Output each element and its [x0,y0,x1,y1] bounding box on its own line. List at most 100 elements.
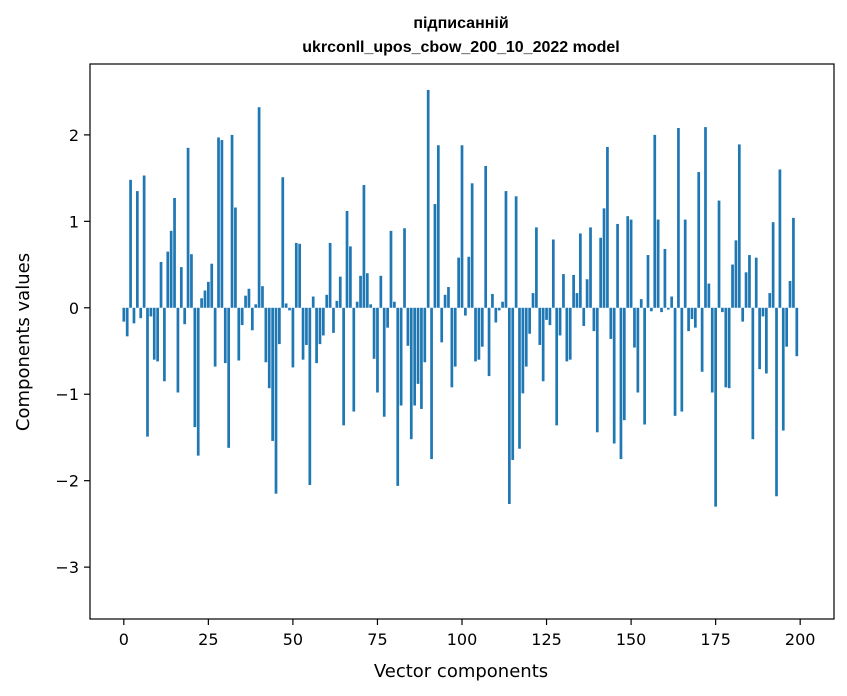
bar [639,299,643,308]
bar [294,242,298,308]
bar [271,307,274,441]
bar [606,146,609,308]
axes-group: 0 25 50 75 100 125 150 175 200 −3 −2 −1 0 1 2 [55,63,835,649]
x-tick-label: 100 [447,630,478,649]
bar [166,251,170,308]
y-axis-label: Components values [13,253,34,431]
bar [301,307,305,360]
bar [521,307,525,394]
x-axis-label: Vector components [374,661,548,682]
bar [254,304,258,308]
bar [193,307,197,428]
x-tick-label: 150 [616,630,647,649]
bar [250,307,254,331]
bar [670,296,674,308]
bar [207,281,210,308]
y-tick-label: 0 [69,299,79,318]
bar [146,307,149,437]
bar [474,307,477,362]
bar [376,307,379,393]
bar [538,307,542,345]
bar [264,307,268,363]
bar [420,307,423,409]
bar [467,256,471,308]
bar [575,293,579,308]
bar [325,294,329,308]
bar [365,273,369,308]
bar [149,307,153,317]
bar [129,179,132,308]
bar [406,307,410,346]
bar [335,300,339,308]
bar [633,307,636,348]
bar [626,216,630,308]
bar [460,145,464,308]
bar [744,272,748,308]
bar [724,307,728,388]
bar [132,307,136,324]
bar [355,301,359,308]
bar [196,307,200,456]
bar [453,307,457,367]
x-tick-label: 75 [367,630,387,649]
x-tick-label: 0 [119,630,129,649]
bar [234,207,237,308]
x-tick-label: 125 [531,630,562,649]
bar [477,307,481,360]
bar [653,134,657,308]
y-tick-label: −2 [55,472,79,491]
bar [788,280,792,308]
y-tick-label: 2 [69,126,79,145]
bar [758,307,761,370]
bar [781,307,785,431]
bar [291,307,295,368]
bar [778,169,782,308]
x-tick-label: 200 [785,630,816,649]
bar [332,307,335,333]
bar [643,307,646,425]
bar [528,307,531,334]
bar [369,304,373,308]
bar [585,279,589,308]
bar [494,307,498,323]
bar [568,307,572,360]
bar [775,307,778,497]
bar [697,172,701,308]
bar [318,307,322,345]
x-tick-label: 50 [283,630,303,649]
bar [751,307,755,440]
bar [210,263,214,308]
bar [629,219,633,308]
bar [565,307,569,362]
bar [321,307,325,336]
bar [213,307,217,367]
bar [602,208,606,308]
bar [311,296,315,308]
bar [426,89,430,308]
bar [524,307,528,367]
bar [514,196,518,308]
bar [179,267,183,308]
bar [707,283,711,308]
bar [359,275,362,308]
bar [173,198,176,308]
bar [139,307,143,319]
bar [281,177,285,308]
bar [589,227,592,308]
bar [223,307,227,364]
bar [646,255,650,308]
bar [217,137,220,308]
bar [693,307,697,328]
bar [190,254,193,308]
bar [579,233,582,308]
bar [416,307,420,384]
bar [308,307,312,486]
bar [284,303,288,308]
bar [227,307,231,448]
bar [487,307,491,377]
bar [727,307,731,389]
bar [558,307,562,336]
bar [518,307,521,449]
bar [572,274,575,308]
bar [352,307,356,412]
